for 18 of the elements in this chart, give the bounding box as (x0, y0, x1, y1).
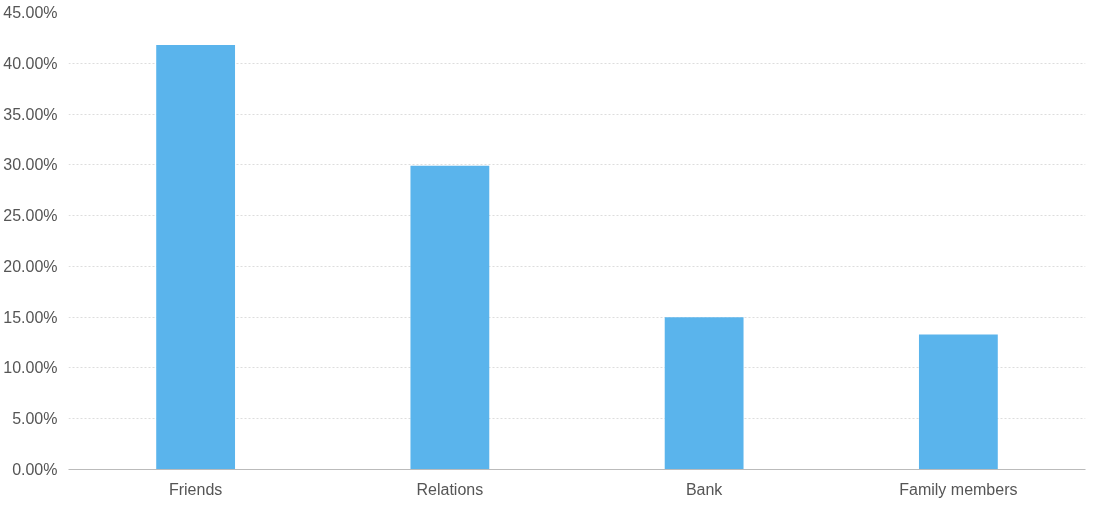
x-tick-label: Family members (899, 480, 1018, 498)
y-tick-label: 20.00% (3, 257, 58, 275)
bar (156, 45, 236, 470)
y-tick-label: 40.00% (3, 54, 58, 72)
y-tick-label: 15.00% (3, 308, 58, 326)
x-tick-label: Bank (685, 480, 724, 498)
bar (918, 334, 998, 470)
y-tick-label: 30.00% (3, 156, 58, 174)
y-tick-label: 25.00% (3, 207, 58, 225)
x-tick-label: Relations (416, 480, 484, 498)
x-tick-label: Friends (168, 480, 223, 498)
y-tick-label: 35.00% (3, 105, 58, 123)
y-tick-label: 45.00% (3, 4, 58, 21)
bar (664, 317, 744, 470)
y-tick-label: 0.00% (12, 461, 58, 478)
y-tick-label: 10.00% (3, 359, 58, 377)
y-tick-label: 5.00% (12, 410, 58, 428)
bar (410, 165, 490, 470)
